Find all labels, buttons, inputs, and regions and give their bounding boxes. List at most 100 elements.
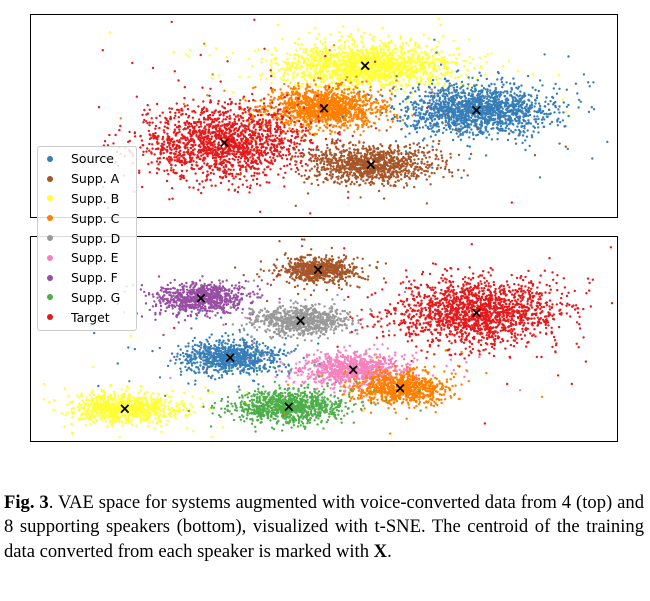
scatter-point [483,112,486,116]
scatter-point [442,34,445,38]
scatter-point [471,131,474,134]
scatter-point [496,123,499,126]
scatter-point [308,71,311,74]
scatter-point [370,96,373,99]
scatter-point [374,127,378,130]
scatter-point [328,72,331,76]
scatter-point [524,148,527,152]
scatter-point [538,176,542,179]
scatter-point [361,48,364,52]
scatter-point [274,116,277,119]
scatter-point [323,37,327,40]
scatter-point [317,89,320,93]
scatter-point [305,112,309,116]
scatter-point [377,70,380,73]
scatter-point [425,118,429,121]
scatter-point [449,71,453,74]
scatter-point [370,79,374,83]
scatter-point [462,119,465,122]
scatter-point [434,57,437,60]
scatter-point [313,114,316,118]
scatter-point [520,125,523,128]
scatter-point [339,126,342,129]
scatter-point [273,106,276,110]
scatter-point [346,76,349,79]
scatter-point [447,102,451,105]
scatter-point [424,90,427,94]
scatter-point [307,125,310,128]
scatter-point [387,66,390,70]
scatter-point [299,101,302,104]
scatter-point [286,101,289,104]
scatter-point [324,45,327,48]
scatter-point [437,89,440,92]
scatter-point [375,101,378,104]
scatter-point [313,68,316,71]
scatter-point [273,57,276,60]
scatter-point [232,91,235,95]
scatter-point [414,126,417,130]
scatter-point [357,52,360,56]
scatter-point [381,94,384,98]
scatter-point [490,52,493,55]
scatter-point [480,66,483,70]
scatter-point [429,117,432,120]
scatter-point [170,20,173,24]
scatter-point [463,64,466,68]
scatter-point [337,51,341,54]
scatter-point [370,37,374,40]
scatter-point [423,50,427,54]
scatter-point [286,72,289,76]
scatter-point [300,139,303,142]
scatter-point [329,76,332,79]
scatter-point [150,161,153,164]
scatter-point [266,109,269,113]
scatter-point [452,39,455,43]
scatter-point [535,94,539,97]
scatter-point [358,90,361,93]
scatter-point [320,56,323,59]
scatter-point [337,39,341,43]
scatter-point [263,47,266,50]
scatter-point [509,116,512,120]
scatter-point [337,83,341,87]
scatter-point [362,90,366,93]
scatter-point [131,61,134,65]
scatter-point [450,107,453,111]
scatter-point [399,37,402,40]
scatter-point [206,94,209,97]
scatter-point [547,108,551,112]
scatter-point [285,79,289,82]
scatter-point [214,47,218,50]
scatter-point [458,130,462,133]
scatter-point [441,60,444,63]
scatter-point [293,104,296,108]
scatter-point [248,191,251,194]
scatter-point [489,109,492,113]
scatter-point [412,123,415,127]
scatter-point [509,82,512,85]
scatter-point [354,45,357,48]
scatter-point [349,87,353,90]
scatter-point [558,111,561,114]
scatter-point [297,107,301,110]
scatter-point [404,110,408,113]
scatter-point [356,49,359,52]
scatter-point [350,91,353,94]
scatter-point [414,124,417,127]
scatter-point [401,118,405,122]
scatter-point [488,107,491,110]
scatter-point [418,126,421,129]
scatter-point [276,23,280,26]
scatter-point [460,74,463,77]
scatter-point [473,90,476,93]
scatter-point [478,56,482,59]
scatter-point [297,37,300,41]
scatter-point [217,74,220,77]
scatter-point [336,77,339,80]
scatter-point [484,73,487,77]
scatter-point [211,73,214,76]
scatter-point [447,104,450,107]
scatter-point [283,72,286,76]
scatter-point [497,100,501,104]
